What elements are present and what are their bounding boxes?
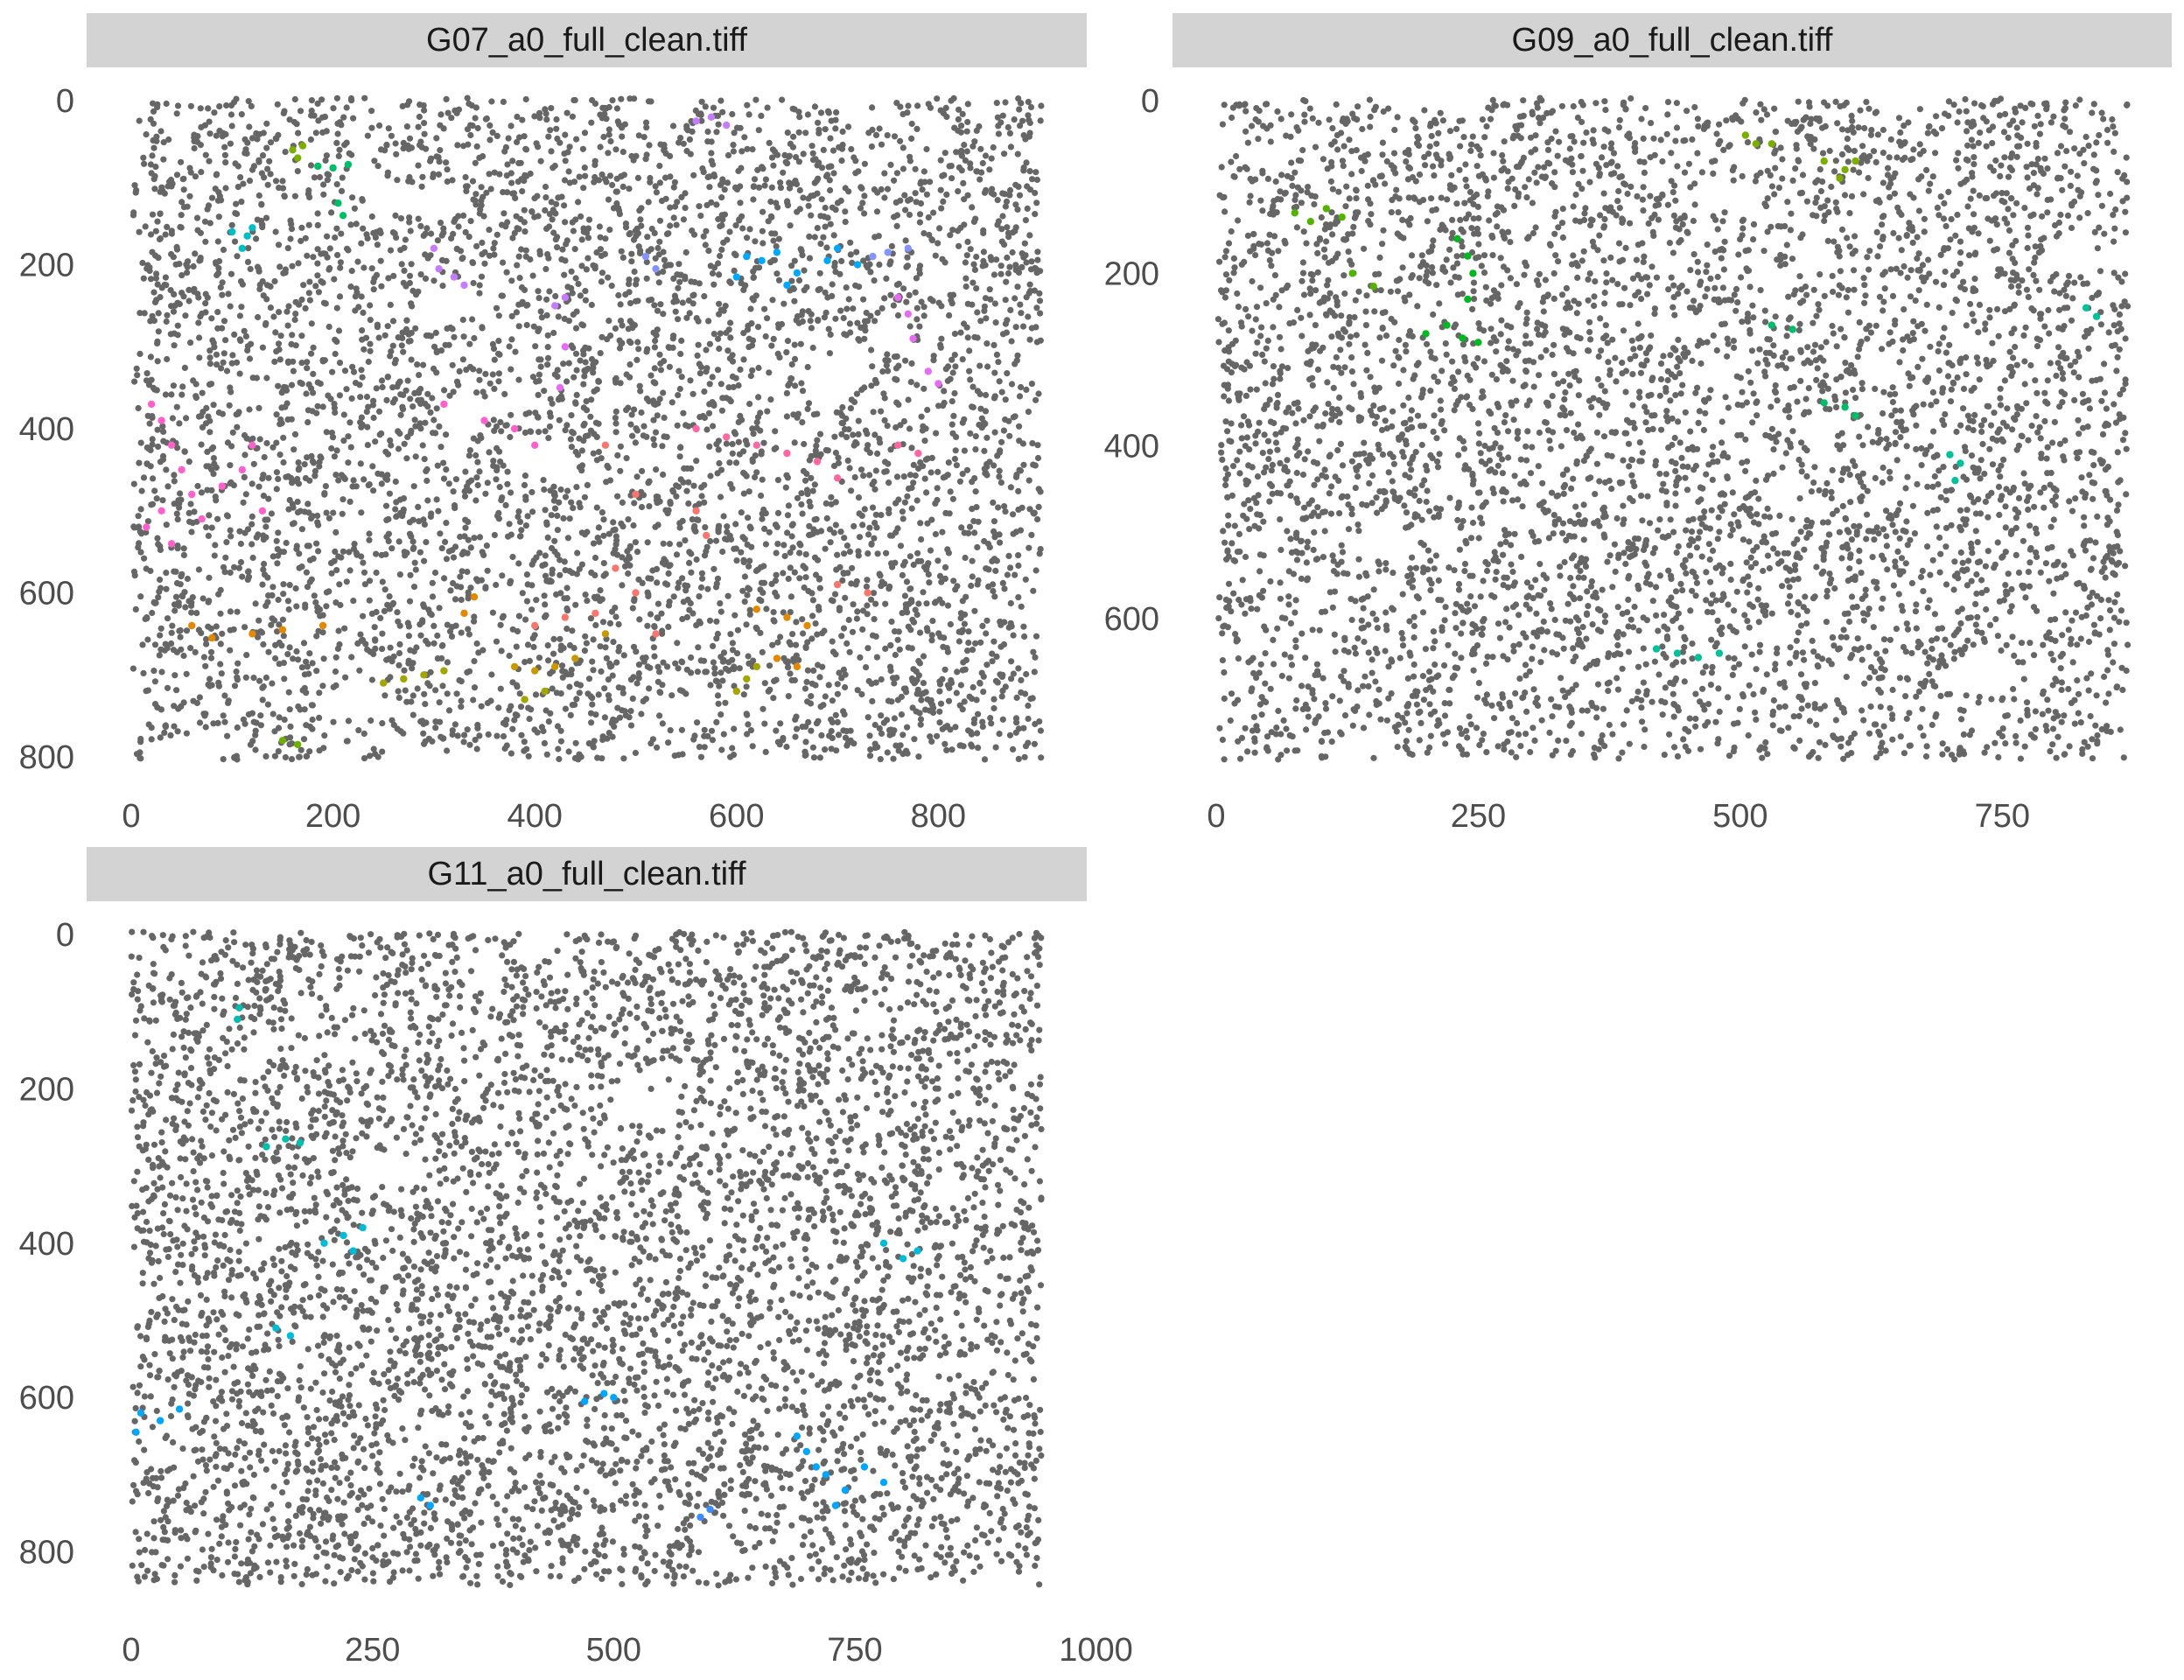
- background-point: [467, 218, 474, 225]
- background-point: [638, 409, 645, 416]
- background-point: [497, 418, 504, 426]
- background-point: [508, 277, 515, 284]
- background-point: [261, 453, 268, 461]
- background-point: [606, 318, 612, 325]
- background-point: [531, 113, 538, 120]
- background-point: [673, 221, 680, 228]
- background-point: [144, 370, 150, 377]
- background-point: [842, 219, 849, 226]
- background-point: [343, 386, 350, 393]
- background-point: [557, 738, 565, 745]
- background-point: [295, 260, 302, 267]
- background-point: [396, 640, 403, 648]
- background-point: [360, 730, 368, 738]
- background-point: [170, 308, 178, 315]
- background-point: [486, 227, 493, 234]
- background-point: [953, 462, 960, 469]
- background-point: [183, 670, 190, 677]
- background-point: [335, 553, 342, 560]
- background-point: [1015, 562, 1022, 570]
- background-point: [239, 573, 246, 580]
- background-point: [803, 678, 810, 686]
- background-point: [902, 357, 909, 364]
- background-point: [367, 347, 374, 354]
- background-point: [746, 557, 753, 564]
- background-point: [609, 672, 616, 679]
- background-point: [932, 252, 939, 259]
- background-point: [573, 570, 581, 578]
- background-point: [275, 529, 282, 536]
- background-point: [252, 600, 259, 607]
- background-point: [890, 302, 897, 309]
- background-point: [954, 668, 961, 676]
- background-point: [970, 383, 976, 390]
- background-point: [587, 413, 594, 420]
- background-point: [255, 313, 262, 321]
- background-point: [291, 95, 298, 103]
- background-point: [969, 647, 976, 654]
- background-point: [529, 272, 536, 279]
- background-point: [309, 716, 316, 724]
- background-point: [367, 302, 374, 309]
- background-point: [972, 215, 979, 222]
- background-point: [301, 461, 308, 468]
- background-point: [597, 587, 604, 594]
- background-point: [1034, 248, 1041, 256]
- background-point: [867, 746, 874, 753]
- background-point: [150, 289, 158, 296]
- background-point: [484, 567, 491, 574]
- background-point: [159, 497, 166, 504]
- background-point: [517, 704, 525, 710]
- background-point: [861, 210, 868, 217]
- background-point: [349, 363, 356, 370]
- background-point: [192, 648, 199, 656]
- background-point: [482, 490, 489, 497]
- background-point: [508, 312, 515, 319]
- background-point: [896, 646, 903, 653]
- background-point: [600, 133, 607, 141]
- background-point: [334, 130, 341, 137]
- facet-title: G07_a0_full_clean.tiff: [87, 13, 1087, 67]
- background-point: [340, 548, 346, 555]
- background-point: [861, 335, 868, 342]
- background-point: [155, 310, 162, 317]
- background-point: [1006, 186, 1014, 194]
- background-point: [220, 350, 228, 357]
- background-point: [992, 567, 999, 575]
- background-point: [994, 114, 1001, 121]
- background-point: [568, 268, 575, 275]
- background-point: [843, 284, 850, 291]
- background-point: [912, 606, 919, 613]
- background-point: [916, 211, 924, 218]
- background-point: [525, 752, 532, 760]
- background-point: [506, 521, 513, 528]
- background-point: [710, 642, 717, 650]
- background-point: [820, 234, 827, 241]
- background-point: [619, 133, 626, 140]
- background-point: [462, 228, 469, 235]
- background-point: [920, 230, 928, 237]
- background-point: [288, 382, 296, 388]
- background-point: [133, 365, 140, 372]
- background-point: [699, 575, 706, 582]
